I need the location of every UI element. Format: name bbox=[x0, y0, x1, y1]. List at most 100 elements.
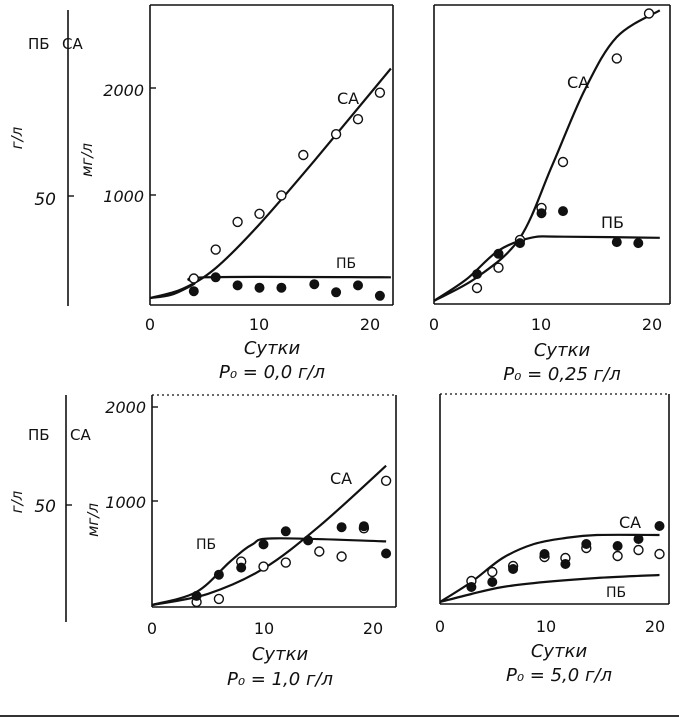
data-point-sa bbox=[254, 208, 265, 220]
series-curve-pb bbox=[439, 573, 660, 604]
data-point-pb bbox=[353, 280, 363, 291]
data-point-pb bbox=[258, 539, 269, 550]
data-point-pb bbox=[581, 539, 592, 549]
data-point-sa bbox=[612, 550, 623, 562]
series-curve-pb bbox=[433, 235, 660, 302]
x-tick-label: 10 bbox=[536, 617, 556, 636]
x-tick-label: 20 bbox=[642, 315, 662, 334]
data-point-sa bbox=[330, 128, 342, 140]
x-tick-label: 0 bbox=[429, 315, 439, 334]
data-point-pb bbox=[558, 206, 568, 217]
x-tick-label: 20 bbox=[645, 617, 665, 636]
data-point-pb bbox=[276, 282, 287, 293]
data-point-pb bbox=[232, 280, 243, 291]
data-point-sa bbox=[374, 87, 386, 98]
data-point-pb bbox=[303, 535, 314, 546]
data-point-sa bbox=[314, 546, 325, 557]
pb-axis-header: ПБ bbox=[28, 426, 50, 444]
data-point-sa bbox=[298, 149, 309, 161]
series-label-pb: ПБ bbox=[336, 256, 356, 272]
series-curve-sa bbox=[439, 533, 660, 603]
series-label-sa: СА bbox=[337, 89, 359, 108]
data-point-sa bbox=[276, 190, 287, 201]
series-curve-pb bbox=[151, 537, 387, 607]
series-label-sa: СА bbox=[619, 513, 641, 532]
chart-panel-4: 0 10 20 Сутки P₀ = 5,0 г/л СА ПБ bbox=[435, 393, 670, 686]
data-point-pb bbox=[515, 238, 525, 249]
x-axis-title: Сутки bbox=[531, 641, 588, 662]
x-tick-label: 0 bbox=[145, 315, 155, 334]
series-label-pb: ПБ bbox=[601, 213, 624, 232]
data-point-pb bbox=[612, 541, 623, 551]
data-point-sa bbox=[633, 544, 644, 556]
chart-panel-2: 0 10 20 Сутки P₀ = 0,25 г/л СА ПБ bbox=[429, 4, 671, 385]
data-point-sa bbox=[611, 53, 622, 64]
data-point-pb bbox=[654, 521, 665, 531]
pb-axis-header: ПБ bbox=[28, 35, 50, 53]
data-point-pb bbox=[188, 286, 199, 297]
data-point-sa bbox=[336, 551, 347, 562]
data-point-pb bbox=[536, 208, 547, 219]
chart-panel-3: ПБ СА г/л 50 мг/л 1000 2000 0 10 20 Сутк… bbox=[8, 394, 397, 690]
sa-tick-label: 1000 bbox=[103, 187, 144, 206]
chart-panel-1: ПБ СА г/л 50 мг/л 1000 2000 0 10 20 Сутк… bbox=[8, 4, 394, 383]
panel-condition: P₀ = 0,25 г/л bbox=[503, 364, 620, 385]
x-tick-label: 20 bbox=[363, 619, 383, 638]
data-point-sa bbox=[654, 548, 665, 560]
data-point-pb bbox=[374, 290, 385, 301]
data-point-pb bbox=[633, 534, 644, 544]
series-curve-sa bbox=[433, 9, 661, 302]
x-tick-label: 0 bbox=[435, 617, 445, 636]
data-point-pb bbox=[633, 238, 644, 249]
series-label-pb: ПБ bbox=[606, 585, 626, 601]
data-point-pb bbox=[381, 548, 392, 559]
data-point-sa bbox=[557, 156, 569, 168]
data-point-sa bbox=[188, 273, 200, 284]
data-point-pb bbox=[358, 521, 369, 532]
data-point-pb bbox=[466, 582, 477, 592]
x-tick-label: 0 bbox=[147, 619, 157, 638]
pb-tick-label: 50 bbox=[34, 497, 56, 517]
data-point-pb bbox=[280, 526, 291, 537]
sa-axis-label: мг/л bbox=[78, 143, 96, 177]
data-point-pb bbox=[210, 272, 221, 283]
x-tick-label: 20 bbox=[360, 315, 380, 334]
data-point-pb bbox=[213, 569, 224, 580]
data-point-pb bbox=[487, 577, 498, 587]
x-tick-label: 10 bbox=[254, 619, 274, 638]
data-point-pb bbox=[236, 562, 247, 573]
pb-axis-label: г/л bbox=[8, 126, 26, 149]
x-tick-label: 10 bbox=[249, 315, 269, 334]
panel-condition: P₀ = 1,0 г/л bbox=[227, 669, 333, 690]
sa-axis-header: СА bbox=[70, 426, 91, 444]
data-point-sa bbox=[471, 282, 483, 294]
x-tick-label: 10 bbox=[531, 315, 551, 334]
x-axis-title: Сутки bbox=[244, 338, 301, 359]
data-point-pb bbox=[472, 269, 482, 280]
data-point-sa bbox=[232, 216, 243, 228]
data-point-sa bbox=[213, 593, 225, 605]
pb-axis-label: г/л bbox=[8, 490, 26, 513]
data-point-pb bbox=[508, 564, 519, 574]
sa-axis-header: СА bbox=[62, 35, 83, 53]
sa-axis-label: мг/л bbox=[84, 503, 102, 537]
data-point-sa bbox=[258, 561, 269, 572]
data-point-pb bbox=[539, 549, 550, 559]
sa-tick-label: 1000 bbox=[105, 493, 146, 512]
sa-tick-label: 2000 bbox=[105, 398, 146, 417]
pb-tick-label: 50 bbox=[34, 190, 56, 210]
data-point-sa bbox=[487, 566, 498, 578]
data-point-pb bbox=[611, 237, 622, 248]
sa-tick-label: 2000 bbox=[103, 81, 144, 100]
data-point-pb bbox=[309, 279, 320, 290]
data-point-pb bbox=[560, 559, 571, 569]
series-label-sa: СА bbox=[567, 73, 589, 92]
data-point-sa bbox=[493, 262, 504, 273]
data-point-pb bbox=[254, 282, 265, 293]
data-point-pb bbox=[191, 590, 202, 601]
data-point-sa bbox=[643, 8, 655, 19]
data-point-sa bbox=[280, 557, 291, 568]
x-axis-title: Сутки bbox=[252, 644, 309, 665]
x-axis-title: Сутки bbox=[534, 340, 591, 361]
